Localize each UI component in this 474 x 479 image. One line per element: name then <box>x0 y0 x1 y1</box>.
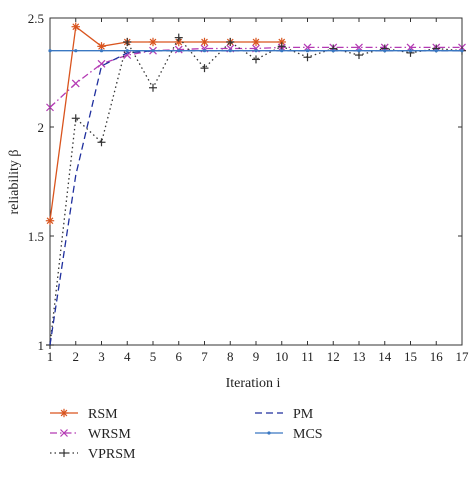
data-point-mcs <box>305 49 310 53</box>
legend-item-mcs: MCS <box>255 427 323 442</box>
x-tick-label: 9 <box>253 349 260 364</box>
data-point-mcs <box>125 49 129 53</box>
data-point-vprsm <box>71 114 80 123</box>
legend-marker <box>60 429 68 437</box>
data-point-rsm <box>148 37 158 47</box>
data-point-mcs <box>254 49 258 53</box>
data-point-vprsm <box>149 83 157 92</box>
x-tick-label: 1 <box>47 349 54 364</box>
data-point-vprsm <box>97 138 106 147</box>
data-point-rsm <box>45 216 55 225</box>
data-point-mcs <box>383 49 387 53</box>
legend-item-vprsm: VPRSM <box>50 447 136 462</box>
data-point-wrsm <box>303 43 312 52</box>
x-tick-label: 14 <box>378 349 392 364</box>
data-point-mcs <box>460 49 464 53</box>
x-tick-label: 8 <box>227 349 234 364</box>
x-tick-label: 15 <box>404 349 417 364</box>
series-line-vprsm <box>49 36 463 346</box>
data-point-vprsm <box>226 37 235 46</box>
data-point-mcs <box>408 49 413 53</box>
series-mcs <box>48 49 464 53</box>
x-tick-label: 17 <box>456 349 470 364</box>
data-point-mcs <box>434 49 438 53</box>
x-tick-label: 10 <box>275 349 288 364</box>
data-point-mcs <box>228 49 232 53</box>
data-point-rsm <box>200 37 209 47</box>
legend-marker <box>267 431 271 435</box>
data-point-vprsm <box>174 33 183 42</box>
data-point-mcs <box>74 49 78 53</box>
legend-label: MCS <box>293 427 323 442</box>
legend-marker <box>60 449 68 457</box>
legend-item-pm: PM <box>255 407 314 422</box>
data-point-mcs <box>357 49 361 53</box>
y-tick-label: 1.5 <box>28 229 44 244</box>
data-point-wrsm <box>71 79 80 88</box>
x-tick-label: 4 <box>124 349 131 364</box>
x-tick-label: 7 <box>201 349 208 364</box>
x-tick-label: 6 <box>176 349 183 364</box>
data-point-wrsm <box>97 59 106 68</box>
x-tick-label: 11 <box>301 349 314 364</box>
plot-frame <box>49 17 463 346</box>
series-vprsm <box>46 33 466 349</box>
series-line-pm <box>49 50 462 346</box>
y-tick-label: 2 <box>38 120 45 135</box>
data-point-wrsm <box>406 43 415 52</box>
x-tick-label: 13 <box>353 349 366 364</box>
x-tick-label: 12 <box>327 349 340 364</box>
data-point-rsm <box>251 37 261 47</box>
data-point-vprsm <box>355 51 363 60</box>
data-point-mcs <box>331 49 335 53</box>
series-line-rsm <box>49 25 282 221</box>
data-point-mcs <box>48 49 52 53</box>
legend-marker <box>59 408 69 418</box>
data-point-mcs <box>280 49 284 53</box>
x-tick-label: 3 <box>98 349 105 364</box>
x-tick-label: 5 <box>150 349 157 364</box>
data-point-vprsm <box>200 64 209 73</box>
legend-label: RSM <box>88 407 118 422</box>
y-axis-label: reliability β <box>7 149 22 214</box>
legend-label: WRSM <box>88 427 131 442</box>
y-tick-label: 1 <box>38 338 45 353</box>
data-point-mcs <box>151 49 155 53</box>
legend-label: VPRSM <box>88 447 136 462</box>
data-point-mcs <box>202 49 207 53</box>
data-point-mcs <box>99 49 104 53</box>
legend-label: PM <box>293 407 314 422</box>
series-wrsm <box>46 43 466 112</box>
data-point-mcs <box>177 49 181 53</box>
series-pm <box>49 50 462 346</box>
data-point-wrsm <box>46 103 54 112</box>
plot-series <box>45 22 466 349</box>
x-tick-label: 16 <box>430 349 444 364</box>
legend-item-wrsm: WRSM <box>50 427 131 442</box>
legend: RSM WRSM VPRSM PM MCS <box>50 407 323 462</box>
data-point-vprsm <box>252 55 260 64</box>
legend-item-rsm: RSM <box>50 407 118 422</box>
data-point-rsm <box>71 22 80 31</box>
data-point-vprsm <box>277 42 286 51</box>
x-axis-label: Iteration i <box>226 376 281 391</box>
y-tick-label: 2.5 <box>28 11 44 26</box>
data-point-vprsm <box>123 37 132 46</box>
data-point-vprsm <box>303 53 312 62</box>
x-tick-label: 2 <box>73 349 80 364</box>
series-rsm <box>45 22 286 225</box>
data-point-wrsm <box>355 43 363 52</box>
